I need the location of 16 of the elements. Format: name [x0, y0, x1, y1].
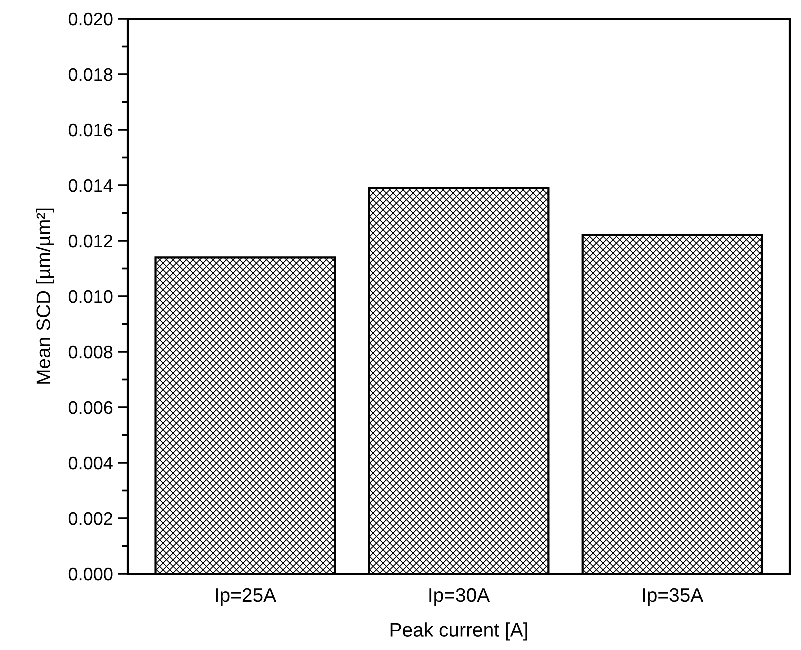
y-tick-label: 0.014	[68, 179, 113, 192]
x-tick-label: Ip=30A	[430, 588, 490, 606]
y-tick-label: 0.010	[68, 290, 113, 304]
y-tick-label: 0.016	[68, 124, 113, 137]
y-tick-label: 0.006	[68, 401, 113, 414]
x-axis-title: Peak current [A]	[390, 622, 528, 641]
y-axis-title: Mean SCD [µm/µm²]	[36, 208, 54, 384]
y-tick-label: 0.004	[68, 456, 113, 470]
y-tick-label: 0.018	[68, 68, 113, 82]
y-tick-label: 0.020	[68, 12, 113, 26]
x-tick-label: Ip=35A	[643, 588, 704, 606]
y-tick-label: 0.012	[68, 234, 113, 248]
y-tick-label: 0.000	[68, 568, 113, 581]
y-tick-label: 0.008	[68, 346, 113, 359]
y-tick-label: 0.002	[68, 512, 113, 526]
x-tick-label: Ip=25A	[216, 588, 276, 606]
